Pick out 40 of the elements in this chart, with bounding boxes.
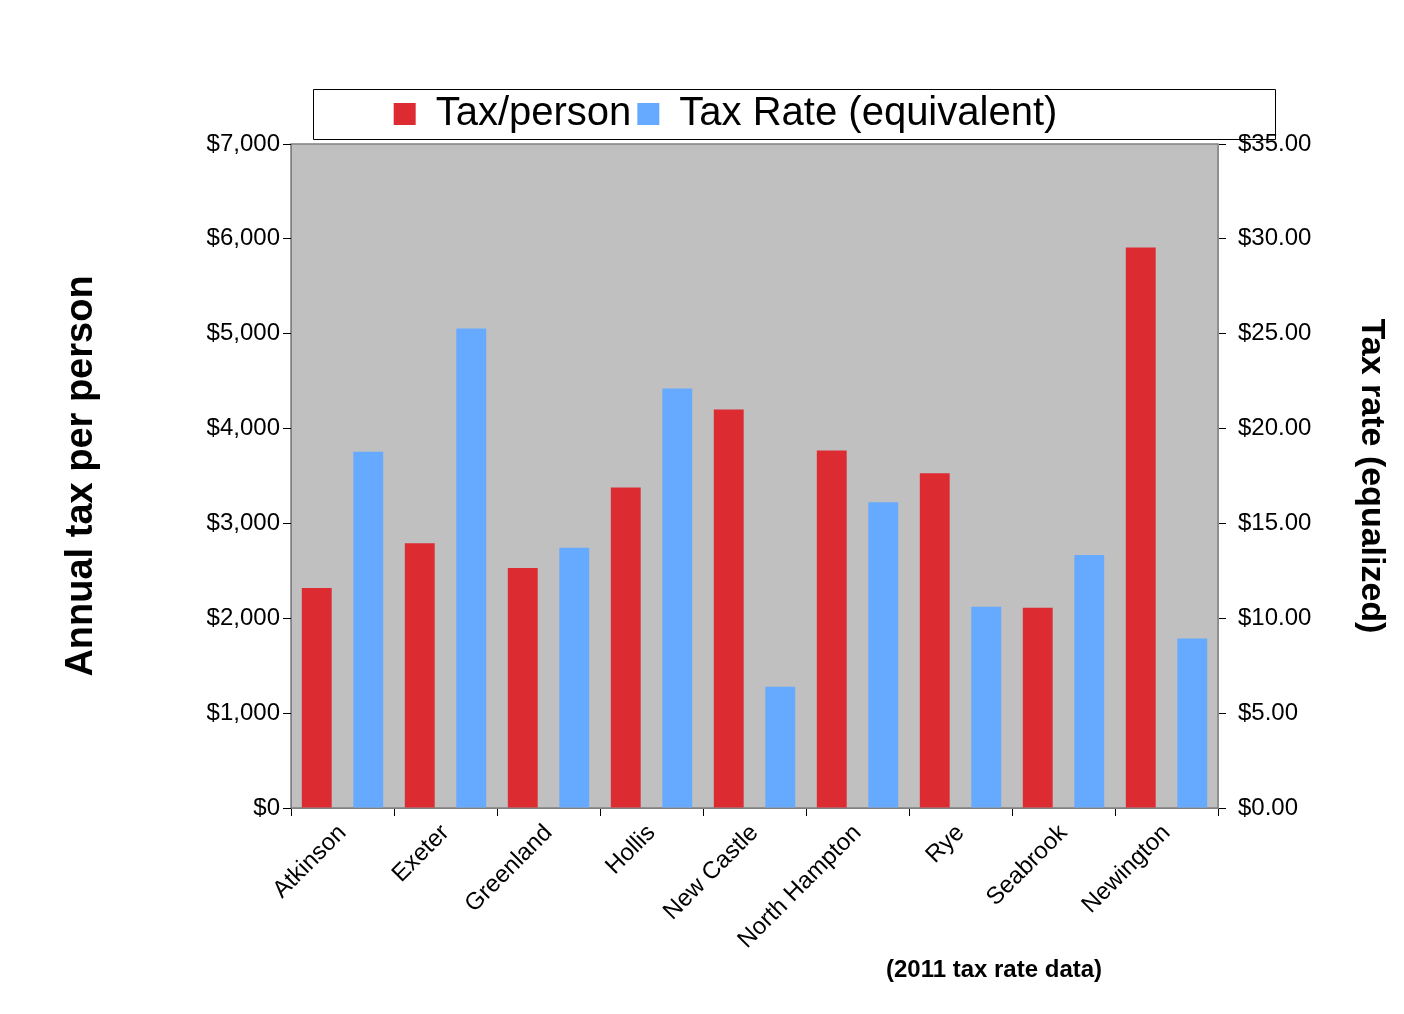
bar — [919, 473, 950, 808]
y-tick-label: $2,000 — [206, 602, 280, 630]
y2-tick-label: $0.00 — [1238, 792, 1299, 820]
bar — [868, 502, 899, 808]
y-tick-label: $4,000 — [206, 413, 280, 441]
y2-tick-label: $35.00 — [1238, 128, 1312, 156]
y2-tick-label: $25.00 — [1238, 318, 1312, 346]
y2-tick-label: $30.00 — [1238, 223, 1312, 251]
bar — [301, 587, 332, 808]
y-tick-label: $1,000 — [206, 697, 280, 725]
bar — [971, 606, 1002, 808]
bar — [1177, 638, 1208, 808]
bar — [662, 388, 693, 808]
bar — [559, 547, 590, 808]
x-tick-label: Rye — [919, 818, 969, 868]
text: (2011 tax rate data) — [885, 954, 1103, 982]
bar — [1022, 607, 1053, 808]
y-tick-label: $0 — [253, 792, 280, 820]
y2-tick-label: $20.00 — [1238, 413, 1312, 441]
bar — [610, 487, 641, 808]
bar — [353, 451, 384, 808]
y2-tick-label: $15.00 — [1238, 508, 1312, 536]
bar — [1074, 555, 1105, 808]
y-tick-label: $5,000 — [206, 318, 280, 346]
y-tick-label: $6,000 — [206, 223, 280, 251]
bar — [765, 686, 796, 808]
y2-axis-title: Tax rate (equalized) — [1355, 318, 1394, 634]
bar — [456, 328, 487, 808]
bar — [816, 450, 847, 808]
y-tick-label: $3,000 — [206, 508, 280, 536]
bar — [713, 409, 744, 808]
legend-label: Tax Rate (equivalent) — [679, 89, 1058, 134]
y-axis-title: Annual tax per person — [58, 275, 101, 677]
legend-label: Tax/person — [435, 89, 632, 134]
y2-tick-label: $5.00 — [1238, 697, 1299, 725]
y2-tick-label: $10.00 — [1238, 602, 1312, 630]
y-tick-label: $7,000 — [206, 128, 280, 156]
bar — [507, 568, 538, 808]
bar — [1125, 247, 1156, 808]
bar — [404, 543, 435, 808]
